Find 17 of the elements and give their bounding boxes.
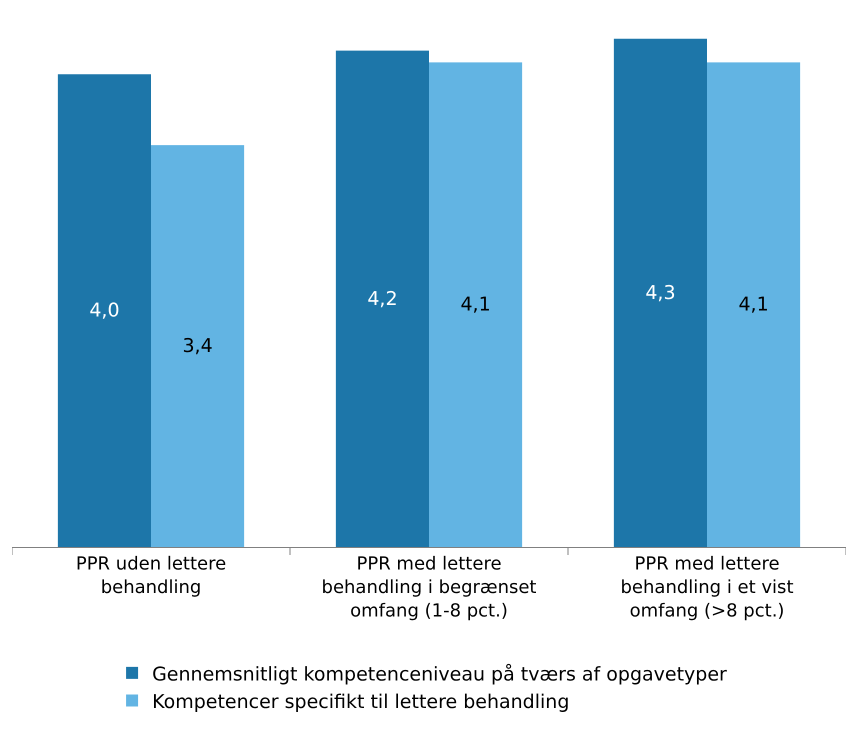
data-label: 4,1 bbox=[460, 294, 491, 316]
legend-label: Gennemsnitligt kompetenceniveau på tværs af opgavetyper bbox=[152, 663, 728, 686]
legend-label: Kompetencer specifikt til lettere behandling bbox=[152, 690, 570, 713]
x-tick-label: PPR med lettere behandling i begrænset omfang (1-8 pct.) bbox=[322, 554, 536, 622]
data-label: 4,2 bbox=[367, 288, 398, 310]
bar bbox=[614, 38, 707, 547]
x-tick-label: PPR med lettere behandling i et vist omfang (>8 pct.) bbox=[620, 554, 794, 622]
bar bbox=[151, 145, 244, 547]
x-tick-label: PPR uden lettere behandling bbox=[76, 554, 226, 598]
data-label: 4,1 bbox=[738, 294, 769, 316]
data-label: 4,3 bbox=[645, 282, 676, 304]
bar bbox=[58, 74, 151, 547]
data-label: 4,0 bbox=[89, 300, 120, 322]
bar bbox=[429, 62, 522, 547]
bar bbox=[336, 50, 429, 547]
bar bbox=[707, 62, 800, 547]
data-label: 3,4 bbox=[182, 335, 213, 358]
